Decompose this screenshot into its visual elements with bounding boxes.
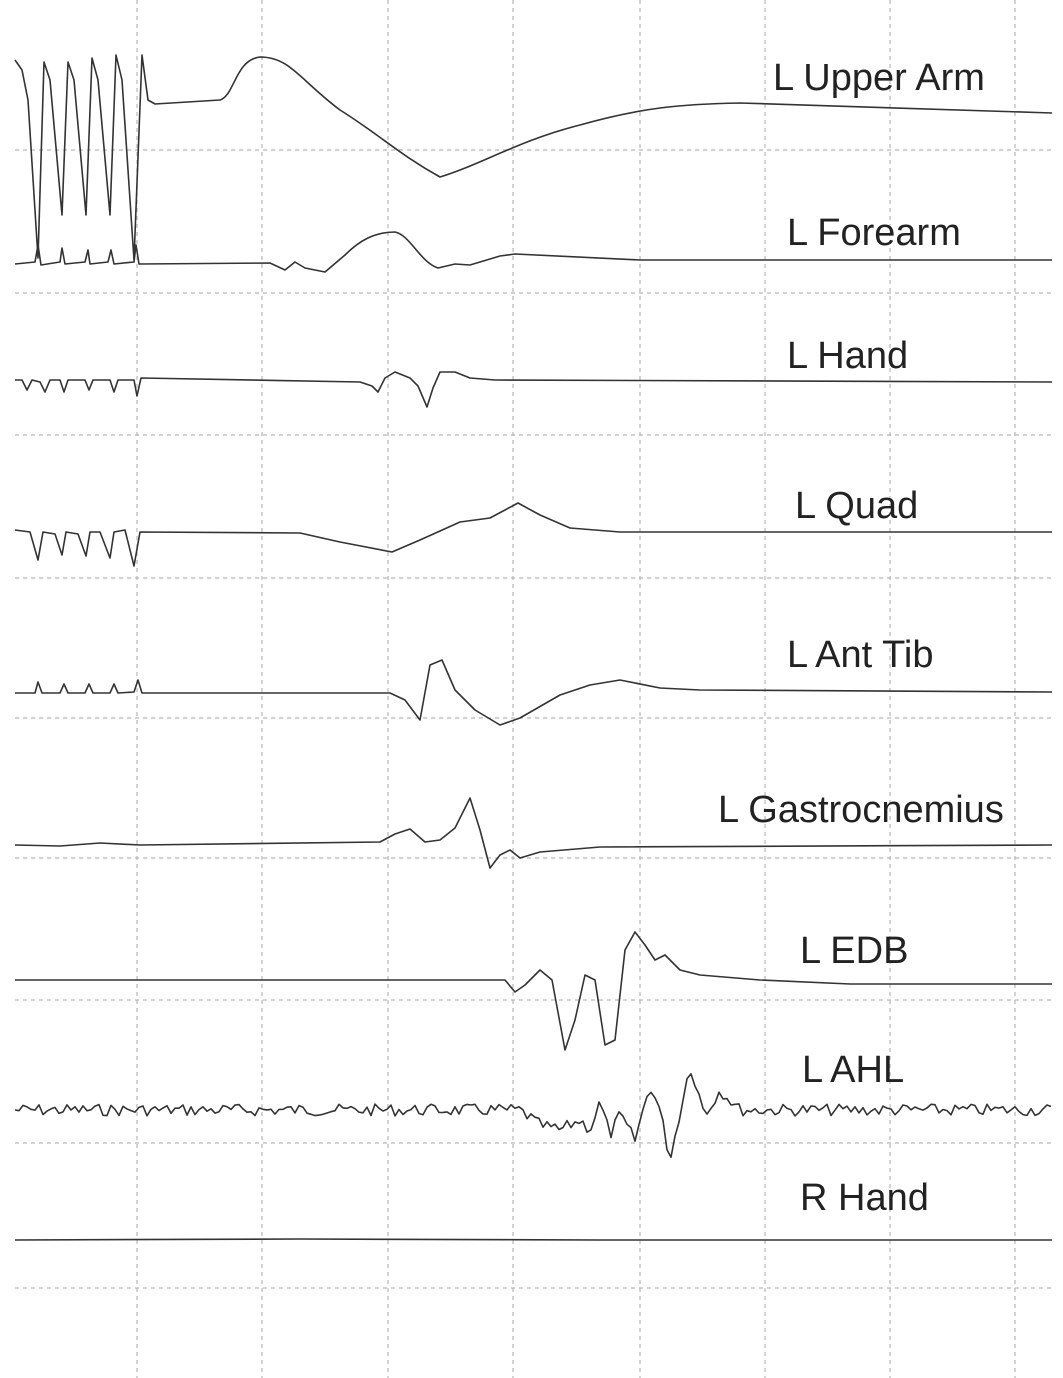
trace — [14, 54, 1053, 261]
channel-label: L Upper Arm — [773, 57, 985, 99]
traces — [14, 54, 1053, 1241]
channel-label: L EDB — [800, 930, 908, 972]
channel-labels: L Upper Arm L Forearm L Hand L Quad L An… — [718, 57, 1004, 1219]
channel-label: L AHL — [802, 1049, 904, 1091]
channel-label: L Quad — [795, 485, 918, 527]
trace — [14, 1238, 1052, 1241]
grid — [15, 0, 1052, 1378]
trace — [14, 502, 1052, 567]
trace — [14, 1073, 1052, 1158]
channel-label: L Forearm — [787, 212, 961, 254]
channel-label: R Hand — [800, 1177, 929, 1219]
trace — [15, 371, 1053, 408]
trace — [15, 659, 1053, 726]
trace — [14, 231, 1052, 273]
trace — [15, 931, 1052, 1051]
channel-label: L Gastrocnemius — [718, 789, 1004, 831]
channel-label: L Hand — [787, 335, 908, 377]
trace — [14, 797, 1053, 869]
channel-label: L Ant Tib — [787, 634, 933, 676]
